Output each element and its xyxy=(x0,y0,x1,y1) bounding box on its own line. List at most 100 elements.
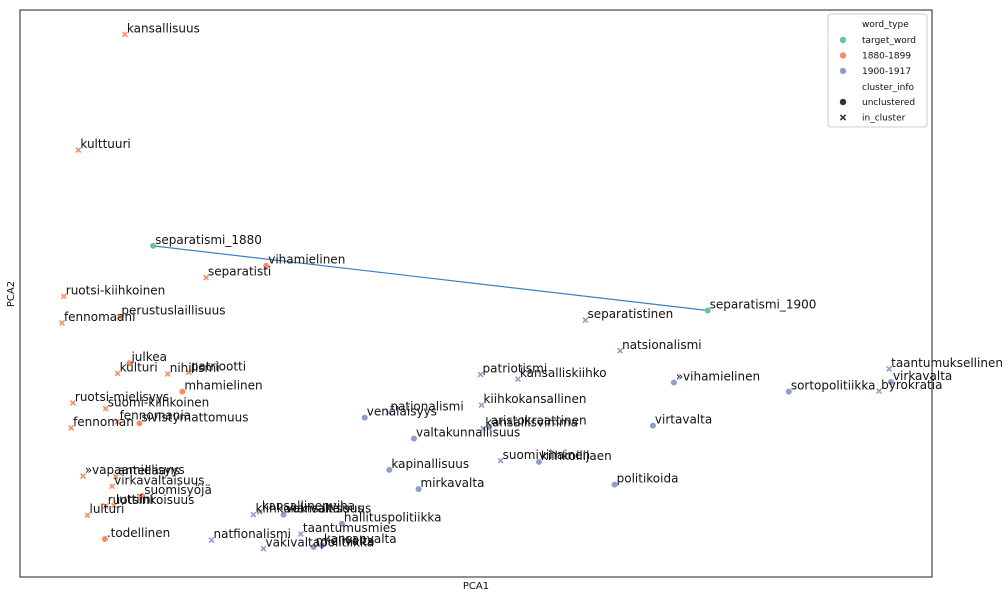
point-label: taantumusmies xyxy=(303,521,397,535)
point-label: ruotsi-mielisyys xyxy=(75,390,169,404)
point-label: luttiini xyxy=(116,493,154,507)
legend-hue-label: 1900-1917 xyxy=(862,67,911,77)
point-label: valtakunnallisuus xyxy=(416,426,520,440)
point-label: fennoman xyxy=(73,415,134,429)
point-marker xyxy=(480,425,487,432)
point-marker xyxy=(68,424,75,431)
point-label: separatistinen xyxy=(587,307,673,321)
point-label: patriotismi xyxy=(483,362,548,376)
point-label: byrokratia xyxy=(881,378,942,392)
point-label: fennomaani xyxy=(64,310,136,324)
point-marker xyxy=(611,481,618,488)
point-marker xyxy=(410,435,417,442)
point-marker xyxy=(497,457,504,464)
point-label: kansallisvimma xyxy=(485,415,578,429)
point-marker xyxy=(69,399,76,406)
point-marker xyxy=(886,365,893,372)
point-label: fennomania xyxy=(120,409,192,423)
point-label: separatisti xyxy=(208,265,271,279)
point-label: vakivaltaisuus xyxy=(286,502,372,516)
point-label: julkea xyxy=(130,350,167,364)
point-marker xyxy=(164,371,171,377)
point-marker xyxy=(297,530,304,537)
point-marker xyxy=(617,347,624,354)
point-label: kansanvalta xyxy=(324,532,397,546)
point-marker xyxy=(112,473,119,480)
point-label: kansalliskiihko xyxy=(520,366,607,380)
y-axis-label: PCA2 xyxy=(6,281,17,307)
legend-hue-marker xyxy=(839,52,847,59)
point-label: kansallisuus xyxy=(127,21,200,35)
legend: word_type target_word1880-18991900-1917 … xyxy=(827,13,928,128)
point-marker xyxy=(208,537,215,544)
point-label: vakivaltapolitiikka xyxy=(266,536,375,550)
point-marker xyxy=(121,31,128,38)
point-marker xyxy=(114,418,121,425)
point-label: aristokraattinen xyxy=(491,414,587,428)
point-label: perustuslaillisuus xyxy=(121,304,225,318)
point-label: suomi-kiihkoinen xyxy=(108,396,210,410)
point-label: separatismi_1880 xyxy=(155,233,262,247)
point-label: suomisyöjä xyxy=(144,483,212,497)
point-marker xyxy=(185,369,192,376)
legend-style-title: cluster_info xyxy=(862,83,914,93)
point-label: nationalismi xyxy=(390,400,463,414)
point-label: suomivihainen xyxy=(503,448,591,462)
point-marker xyxy=(110,502,117,509)
legend-hue-label: target_word xyxy=(862,36,916,46)
point-marker xyxy=(79,473,86,480)
point-label: mielivalta xyxy=(316,534,375,548)
point-marker xyxy=(260,545,267,552)
point-label: mhamielinen xyxy=(184,379,262,393)
point-label: sivistymattomuus xyxy=(141,410,248,424)
point-label: patriootti xyxy=(191,359,246,373)
point-label: nihilismi xyxy=(170,361,220,375)
point-marker xyxy=(114,370,121,377)
point-label: venäläisyys xyxy=(367,405,437,419)
point-marker xyxy=(887,378,894,385)
point-marker xyxy=(60,293,67,300)
point-label: lulturi xyxy=(89,502,124,516)
point-marker xyxy=(535,458,542,465)
point-marker xyxy=(126,360,133,367)
point-label: »vihamielinen xyxy=(676,370,760,384)
legend-hue-marker xyxy=(839,36,847,44)
legend-box xyxy=(827,13,928,128)
point-marker xyxy=(876,388,883,394)
point-marker xyxy=(256,508,263,515)
point-marker xyxy=(785,388,792,395)
legend-style-label: unclustered xyxy=(862,98,915,108)
legend-hue-marker xyxy=(839,67,847,75)
point-label: »vapaamielisyys xyxy=(85,463,185,477)
point-label: ruotsinkoisuus xyxy=(108,493,195,507)
point-label: natsionalismi xyxy=(622,338,702,352)
legend-style-marker xyxy=(839,114,847,121)
point-label: virtavalta xyxy=(655,413,712,427)
point-marker xyxy=(102,405,109,412)
point-marker xyxy=(263,262,270,269)
point-marker xyxy=(582,317,589,324)
point-marker xyxy=(109,483,116,490)
point-label: kiihkoilijaen xyxy=(541,449,612,463)
point-label: sortopolitiikka xyxy=(791,379,876,393)
point-marker xyxy=(116,313,123,320)
point-marker xyxy=(101,536,108,543)
point-marker xyxy=(203,274,210,281)
point-marker xyxy=(75,147,82,154)
point-label: virkavaltaisuus xyxy=(114,473,204,487)
point-marker xyxy=(514,376,521,383)
point-marker xyxy=(250,511,257,518)
point-marker xyxy=(361,414,368,421)
point-marker xyxy=(415,486,422,493)
point-label: ruotsi-kiihkoinen xyxy=(66,283,166,297)
point-label: kulturi xyxy=(120,360,158,374)
point-label: kiihkokansallisuus xyxy=(255,502,363,516)
point-marker xyxy=(670,379,677,386)
plot-frame xyxy=(19,9,933,578)
point-marker xyxy=(136,420,143,427)
point-label: politikoida xyxy=(617,472,679,486)
point-label: separatismi_1900 xyxy=(710,298,817,312)
point-label: kapinallisuus xyxy=(391,457,469,471)
legend-style-marker xyxy=(839,98,847,106)
